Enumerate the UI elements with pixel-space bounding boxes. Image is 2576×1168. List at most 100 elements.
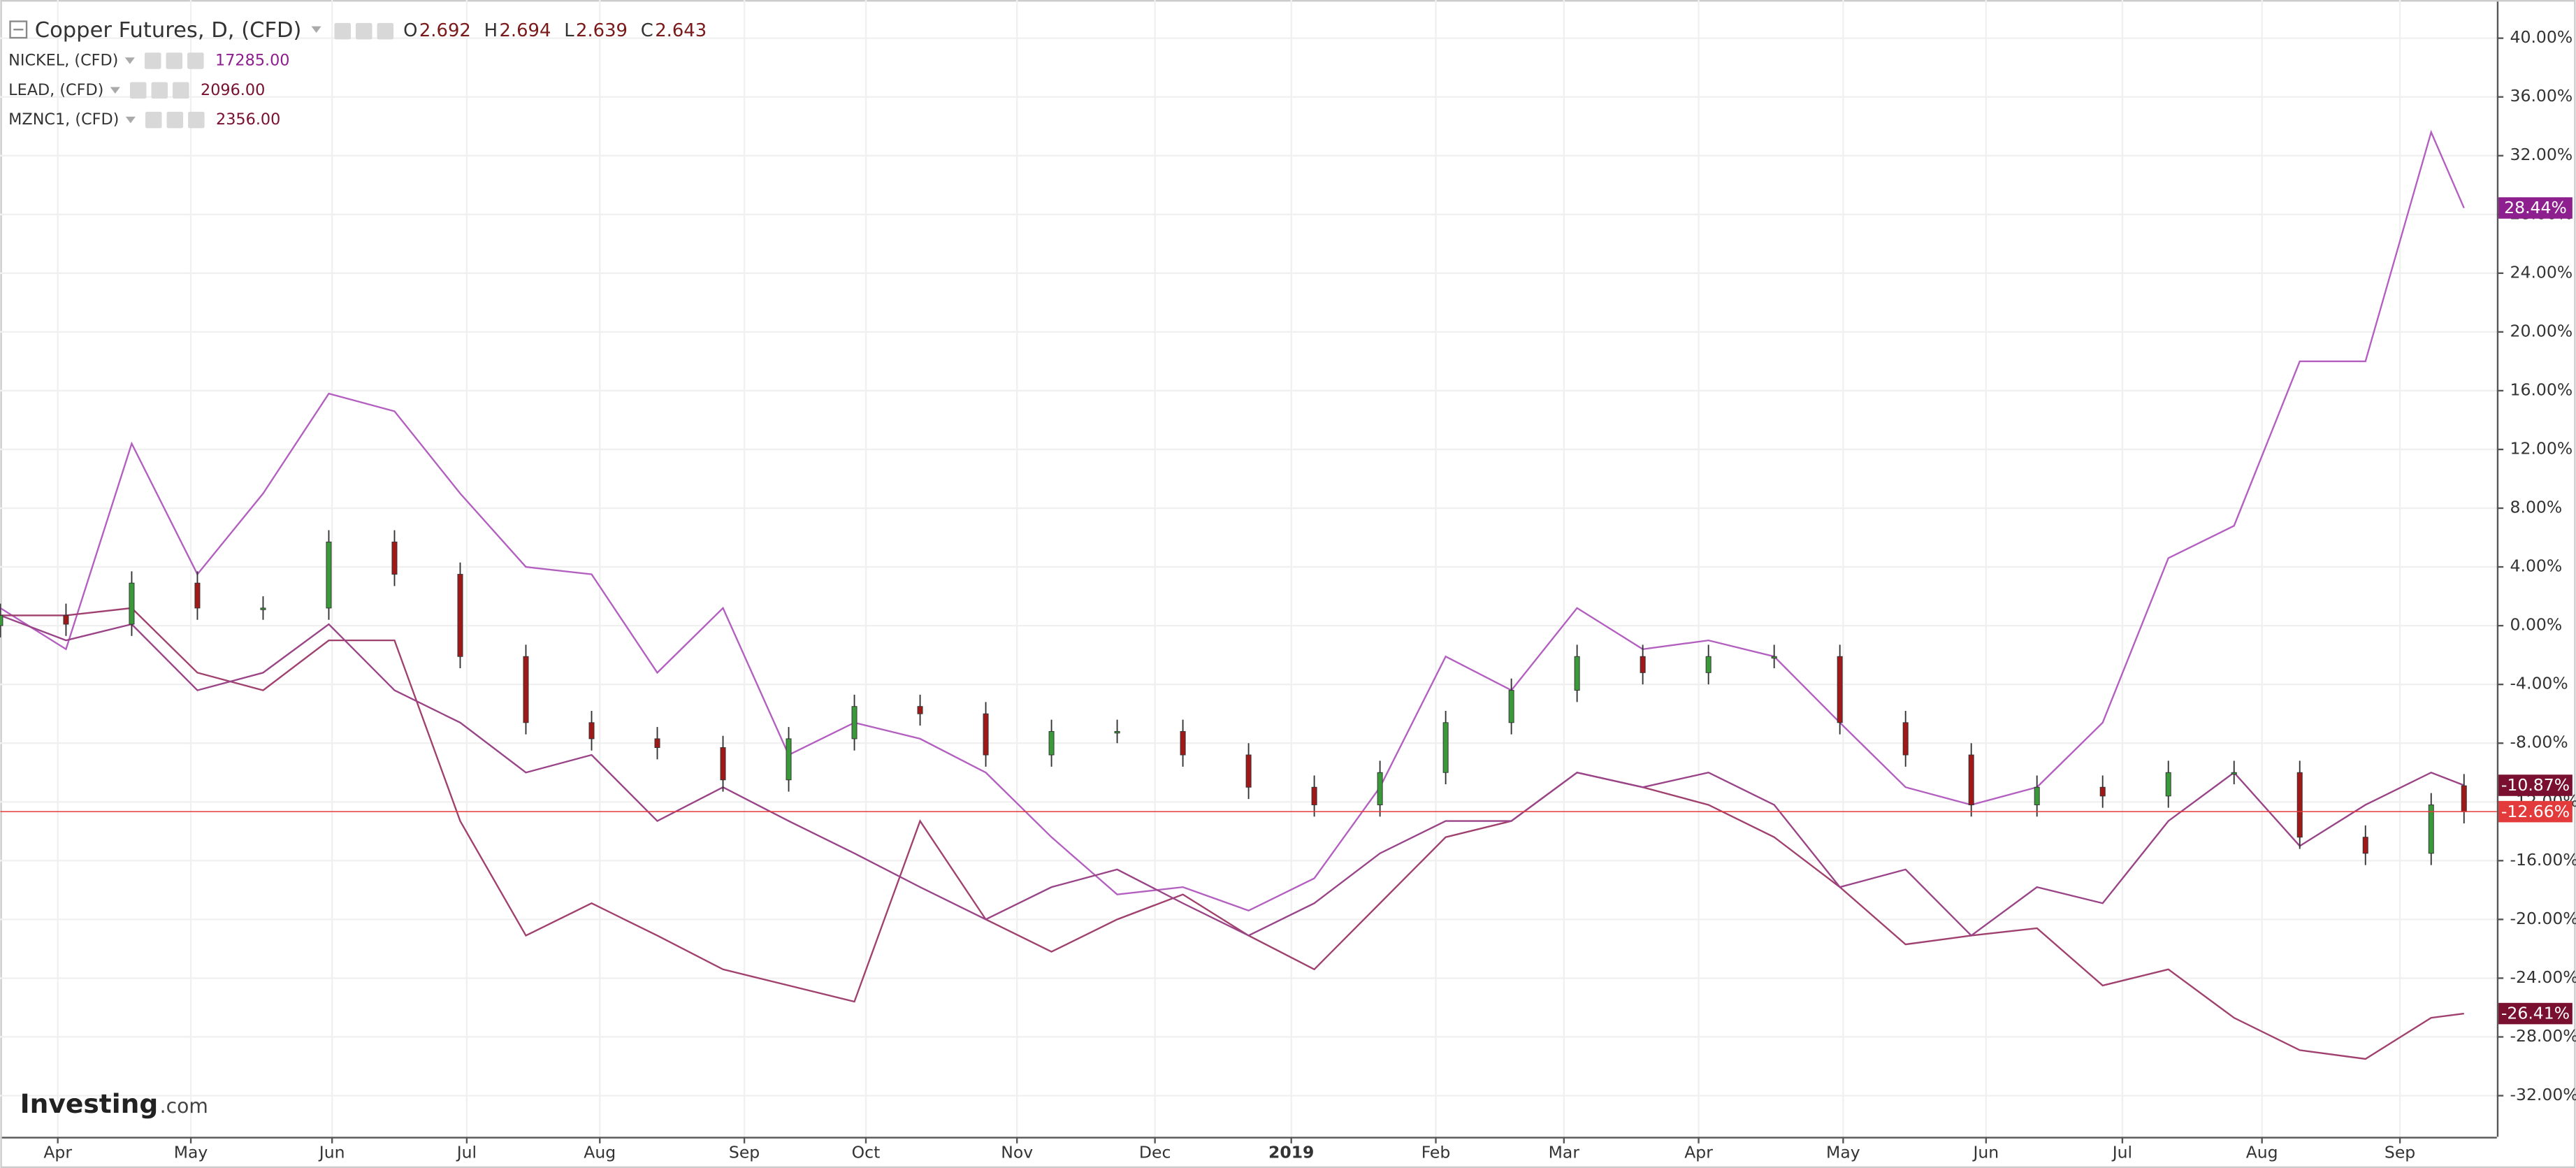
legend-name: LEAD, (CFD) xyxy=(8,81,103,99)
x-tick-label: Jun xyxy=(1971,1142,1999,1162)
x-tick-label: Mar xyxy=(1549,1142,1580,1162)
y-tick-label: -8.00% xyxy=(2510,733,2568,752)
candle-body xyxy=(1640,656,1646,673)
candle-body xyxy=(1442,722,1449,773)
candle-body xyxy=(1902,722,1909,756)
last-value-label: -10.87% xyxy=(2501,775,2570,795)
series-line xyxy=(0,129,2465,912)
legend-value: 17285.00 xyxy=(215,51,289,69)
x-tick-label: Apr xyxy=(43,1142,72,1162)
dropdown-arrow[interactable] xyxy=(110,87,120,94)
legend-icon[interactable] xyxy=(356,22,372,40)
legend-icon[interactable] xyxy=(188,111,205,129)
legend-name: MZNC1, (CFD) xyxy=(8,110,119,129)
x-tick-label: Sep xyxy=(729,1142,760,1162)
candle-body xyxy=(129,582,135,625)
last-value-label: 28.44% xyxy=(2504,198,2567,217)
ohlc-label: C xyxy=(641,20,653,41)
ohlc-label: L xyxy=(564,20,574,41)
y-tick-label: 32.00% xyxy=(2510,145,2573,164)
last-value-box xyxy=(2498,1002,2573,1025)
legend-icon[interactable] xyxy=(145,111,162,129)
candle-body xyxy=(786,738,792,781)
candle-body xyxy=(654,738,660,748)
y-tick-label: 36.00% xyxy=(2510,86,2573,106)
candle-body xyxy=(983,713,989,756)
candle-body xyxy=(457,574,463,657)
y-tick-label: -16.00% xyxy=(2510,850,2576,870)
last-value-box xyxy=(2498,800,2573,823)
dropdown-arrow[interactable] xyxy=(311,26,321,34)
last-value-box xyxy=(2498,774,2573,796)
grid xyxy=(0,0,2504,1144)
legend-icon[interactable] xyxy=(129,82,147,99)
last-value-label: -12.66% xyxy=(2501,802,2570,821)
y-tick-label: -4.00% xyxy=(2510,674,2568,693)
legend-icon[interactable] xyxy=(173,82,189,99)
dropdown-arrow[interactable] xyxy=(125,116,136,124)
candle-body xyxy=(391,541,398,575)
candle-body xyxy=(1114,730,1120,734)
candle-body xyxy=(63,614,69,625)
candle-body xyxy=(2231,772,2237,775)
candle-body xyxy=(2362,837,2368,854)
x-tick-label: Nov xyxy=(1001,1142,1033,1162)
collapse-button[interactable] xyxy=(9,20,28,39)
candle-body xyxy=(326,541,332,609)
x-tick-label: Apr xyxy=(1684,1142,1713,1162)
legend-icon[interactable] xyxy=(151,82,168,99)
x-tick-label: May xyxy=(174,1142,208,1162)
candle-body xyxy=(1180,730,1186,756)
y-tick-label: -28.00% xyxy=(2510,1026,2576,1046)
ohlc-label: H xyxy=(484,20,498,41)
chart-title: Copper Futures, D, (CFD) xyxy=(35,18,302,43)
legend-icon[interactable] xyxy=(334,22,351,40)
ohlc-label: O xyxy=(403,20,417,41)
candle-body xyxy=(1311,786,1317,805)
candle-body xyxy=(260,607,266,610)
candle-body xyxy=(2034,786,2040,805)
legend-icon[interactable] xyxy=(144,52,161,69)
y-tick-label: 40.00% xyxy=(2510,27,2573,47)
y-tick-label: 16.00% xyxy=(2510,380,2573,399)
legend-icon[interactable] xyxy=(166,52,183,69)
candle-body xyxy=(588,722,595,740)
candle-body xyxy=(194,582,201,609)
x-tick-label: Aug xyxy=(2246,1142,2278,1162)
dropdown-arrow[interactable] xyxy=(124,57,135,64)
y-tick-label: 24.00% xyxy=(2510,262,2573,282)
legend-name: NICKEL, (CFD) xyxy=(8,51,118,69)
candle-body xyxy=(2296,772,2303,838)
x-tick-label: Oct xyxy=(852,1142,881,1162)
x-tick-label: Feb xyxy=(1421,1142,1451,1162)
ohlc-value: 2.639 xyxy=(576,20,628,41)
x-tick-label: 2019 xyxy=(1268,1142,1314,1162)
last-value-label: -26.41% xyxy=(2501,1004,2570,1023)
candle-body xyxy=(851,706,858,740)
legend-value: 2096.00 xyxy=(201,81,265,99)
x-tick-label: Dec xyxy=(1139,1142,1171,1162)
brand-suffix: .com xyxy=(160,1095,208,1118)
candle-body xyxy=(2165,772,2171,797)
y-tick-label: 4.00% xyxy=(2510,556,2563,576)
candle-body xyxy=(0,614,3,626)
candle-body xyxy=(1377,772,1383,805)
legend-icon[interactable] xyxy=(166,111,184,129)
legend-icon[interactable] xyxy=(377,22,394,40)
y-tick-label: -20.00% xyxy=(2510,909,2576,928)
legend-icon[interactable] xyxy=(187,52,204,69)
candle-body xyxy=(1771,656,1777,659)
candle-body xyxy=(1048,730,1055,756)
x-tick-label: May xyxy=(1826,1142,1860,1162)
x-tick-label: Sep xyxy=(2385,1142,2415,1162)
x-tick-label: Aug xyxy=(584,1142,616,1162)
candle-body xyxy=(2428,804,2434,854)
series-line xyxy=(0,614,2465,937)
candle-body xyxy=(1574,656,1580,691)
legend-value: 2356.00 xyxy=(216,110,280,129)
candle-body xyxy=(1705,656,1712,673)
candle-body xyxy=(720,747,726,781)
